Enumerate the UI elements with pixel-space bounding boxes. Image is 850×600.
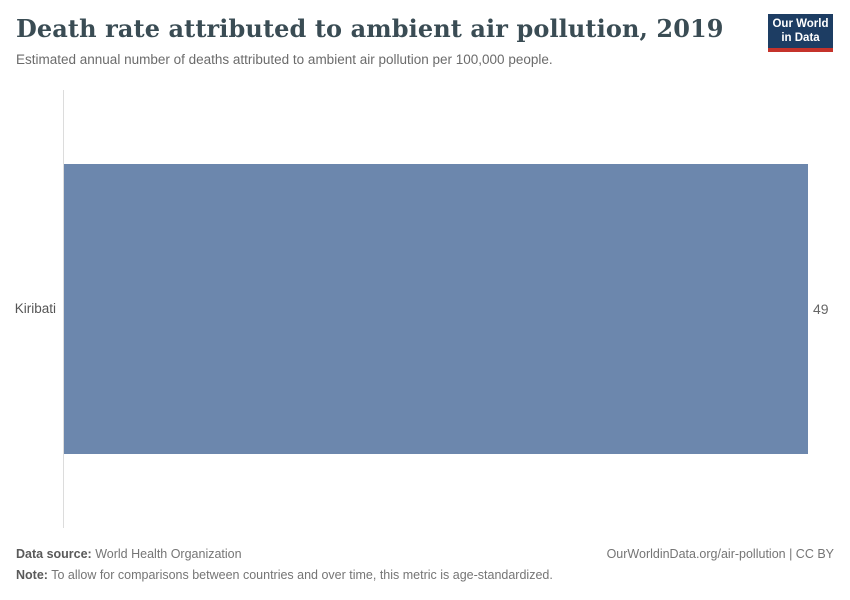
data-source-label: Data source: (16, 547, 92, 561)
owid-logo-line2: in Data (781, 32, 820, 44)
chart-footer: Data source: World Health Organization O… (16, 547, 834, 582)
owid-logo-line1: Our World (772, 17, 829, 30)
y-axis-line (63, 90, 64, 528)
chart-title: Death rate attributed to ambient air pol… (16, 14, 724, 43)
bar-kiribati[interactable] (64, 164, 808, 454)
data-source-value: World Health Organization (95, 547, 242, 561)
category-label-kiribati: Kiribati (14, 301, 56, 316)
bar-track (64, 164, 808, 454)
plot-area: Kiribati 49 (0, 90, 850, 528)
chart-subtitle: Estimated annual number of deaths attrib… (16, 52, 553, 67)
note-label: Note: (16, 568, 48, 582)
data-source-line: Data source: World Health Organization (16, 547, 242, 561)
value-label-kiribati: 49 (813, 301, 829, 317)
note-value: To allow for comparisons between countri… (51, 568, 553, 582)
license-link[interactable]: OurWorldinData.org/air-pollution | CC BY (606, 547, 834, 561)
owid-logo[interactable]: Our World in Data (768, 14, 833, 52)
note-line: Note: To allow for comparisons between c… (16, 568, 834, 582)
